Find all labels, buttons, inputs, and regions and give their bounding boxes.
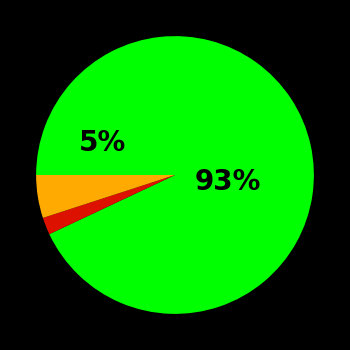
Text: 93%: 93% (195, 168, 261, 196)
Text: 5%: 5% (79, 129, 126, 157)
Wedge shape (36, 175, 175, 218)
Wedge shape (36, 36, 314, 314)
Wedge shape (43, 175, 175, 234)
